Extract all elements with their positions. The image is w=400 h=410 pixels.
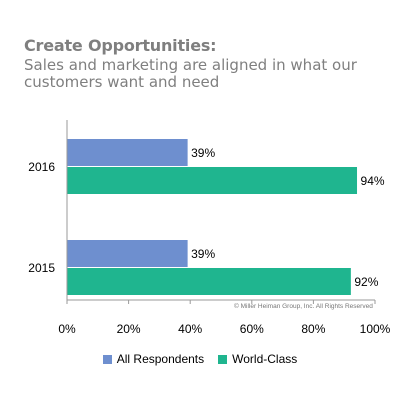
chart-title: Create Opportunities: [24,36,217,55]
data-label-2015-world-class: 92% [354,275,378,289]
copyright-note: © Miller Heiman Group, Inc. All Rights R… [234,303,373,310]
legend-label-all-respondents: All Respondents [116,352,205,366]
bar-2015-all-respondents [67,240,188,267]
legend-item-world-class: World-Class [218,352,297,366]
data-label-2016-all-respondents: 39% [191,146,215,160]
x-tick-label-80: 80% [301,322,325,336]
legend-swatch-all-respondents [102,354,112,364]
data-label-2016-world-class: 94% [361,174,385,188]
x-tick-label-20: 20% [117,322,141,336]
x-tick-label-0: 0% [58,322,76,336]
x-tick-label-100: 100% [360,322,391,336]
x-tick-label-60: 60% [240,322,264,336]
legend-label-world-class: World-Class [232,352,298,366]
data-label-2015-all-respondents: 39% [191,247,215,261]
legend-swatch-world-class [218,354,228,364]
category-label-2015: 2015 [28,261,55,275]
chart-legend: All Respondents World-Class [0,352,400,366]
bar-2015-world-class [67,268,351,295]
bar-2016-all-respondents [67,139,188,166]
legend-item-all-respondents: All Respondents [102,352,205,366]
x-tick-label-40: 40% [178,322,202,336]
category-label-2016: 2016 [28,160,55,174]
chart-subtitle: Sales and marketing are aligned in what … [24,56,357,91]
bar-2016-world-class [67,167,358,194]
